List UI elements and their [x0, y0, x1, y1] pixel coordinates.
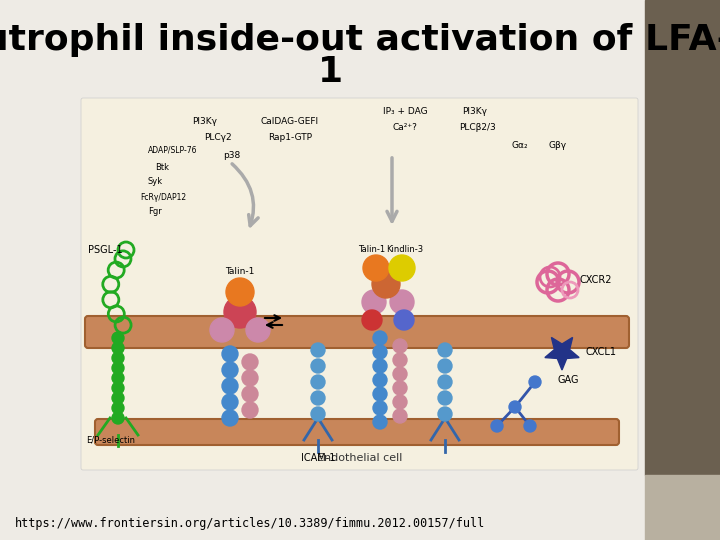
Text: Neutrophil inside-out activation of LFA-: Neutrophil inside-out activation of LFA-: [0, 23, 720, 57]
Text: PSGL-1: PSGL-1: [88, 245, 122, 255]
Circle shape: [222, 410, 238, 426]
Circle shape: [389, 255, 415, 281]
Text: Btk: Btk: [155, 163, 169, 172]
Text: ICAM-1: ICAM-1: [301, 453, 336, 463]
Circle shape: [112, 412, 124, 424]
Circle shape: [438, 359, 452, 373]
Text: CXCL1: CXCL1: [585, 347, 616, 357]
Circle shape: [373, 387, 387, 401]
Text: 1: 1: [318, 55, 343, 89]
Circle shape: [373, 359, 387, 373]
Circle shape: [393, 395, 407, 409]
Circle shape: [393, 381, 407, 395]
Text: GAG: GAG: [558, 375, 580, 385]
Text: FcRγ/DAP12: FcRγ/DAP12: [140, 192, 186, 201]
Circle shape: [112, 372, 124, 384]
Text: PI3Kγ: PI3Kγ: [462, 107, 487, 117]
Text: Rap1-GTP: Rap1-GTP: [268, 133, 312, 143]
Circle shape: [210, 318, 234, 342]
Polygon shape: [545, 338, 579, 370]
Circle shape: [112, 342, 124, 354]
Circle shape: [373, 373, 387, 387]
Text: Endothelial cell: Endothelial cell: [318, 453, 402, 463]
Text: Syk: Syk: [148, 178, 163, 186]
Circle shape: [438, 391, 452, 405]
Circle shape: [393, 339, 407, 353]
Circle shape: [242, 402, 258, 418]
Text: Kindlin-3: Kindlin-3: [387, 246, 423, 254]
Circle shape: [112, 332, 124, 344]
Circle shape: [112, 362, 124, 374]
Text: Gα₂: Gα₂: [512, 140, 528, 150]
Text: PLCγ2: PLCγ2: [204, 132, 232, 141]
Circle shape: [373, 345, 387, 359]
Circle shape: [393, 367, 407, 381]
Circle shape: [246, 318, 270, 342]
Text: PLCβ2/3: PLCβ2/3: [459, 124, 496, 132]
Circle shape: [222, 362, 238, 378]
Circle shape: [311, 391, 325, 405]
Bar: [645, 0, 720, 475]
Text: E/P-selectin: E/P-selectin: [86, 435, 135, 444]
Circle shape: [222, 394, 238, 410]
Text: CalDAG-GEFI: CalDAG-GEFI: [261, 118, 319, 126]
Circle shape: [222, 346, 238, 362]
Circle shape: [311, 343, 325, 357]
Text: p38: p38: [223, 151, 240, 159]
Circle shape: [242, 370, 258, 386]
Circle shape: [112, 352, 124, 364]
Text: CXCR2: CXCR2: [580, 275, 613, 285]
Circle shape: [362, 310, 382, 330]
Circle shape: [509, 401, 521, 413]
Text: IP₃ + DAG: IP₃ + DAG: [383, 107, 427, 117]
Text: PI3Kγ: PI3Kγ: [192, 118, 217, 126]
Circle shape: [491, 420, 503, 432]
Circle shape: [363, 255, 389, 281]
Circle shape: [222, 378, 238, 394]
Circle shape: [112, 392, 124, 404]
Circle shape: [224, 296, 256, 328]
Circle shape: [242, 354, 258, 370]
Circle shape: [529, 376, 541, 388]
Circle shape: [390, 290, 414, 314]
Circle shape: [438, 407, 452, 421]
Circle shape: [524, 420, 536, 432]
Circle shape: [393, 409, 407, 423]
FancyBboxPatch shape: [85, 316, 629, 348]
Text: Talin-1: Talin-1: [359, 246, 386, 254]
Circle shape: [438, 343, 452, 357]
FancyArrowPatch shape: [387, 158, 397, 221]
FancyBboxPatch shape: [95, 419, 619, 445]
Circle shape: [373, 331, 387, 345]
Circle shape: [362, 290, 386, 314]
Circle shape: [226, 278, 254, 306]
Circle shape: [112, 382, 124, 394]
FancyBboxPatch shape: [81, 98, 638, 470]
Text: Gβγ: Gβγ: [549, 140, 567, 150]
Circle shape: [112, 402, 124, 414]
Circle shape: [438, 375, 452, 389]
Circle shape: [242, 386, 258, 402]
Circle shape: [311, 359, 325, 373]
Text: https://www.frontiersin.org/articles/10.3389/fimmu.2012.00157/full: https://www.frontiersin.org/articles/10.…: [15, 517, 485, 530]
Text: Ca²⁺?: Ca²⁺?: [392, 124, 418, 132]
Text: ADAP/SLP-76: ADAP/SLP-76: [148, 145, 197, 154]
Circle shape: [394, 310, 414, 330]
Circle shape: [373, 415, 387, 429]
Circle shape: [311, 375, 325, 389]
Circle shape: [372, 270, 400, 298]
FancyArrowPatch shape: [232, 164, 258, 226]
Text: Fgr: Fgr: [148, 207, 162, 217]
Text: Talin-1: Talin-1: [225, 267, 255, 276]
Circle shape: [373, 401, 387, 415]
Circle shape: [311, 407, 325, 421]
Circle shape: [393, 353, 407, 367]
Bar: [645, 475, 720, 540]
